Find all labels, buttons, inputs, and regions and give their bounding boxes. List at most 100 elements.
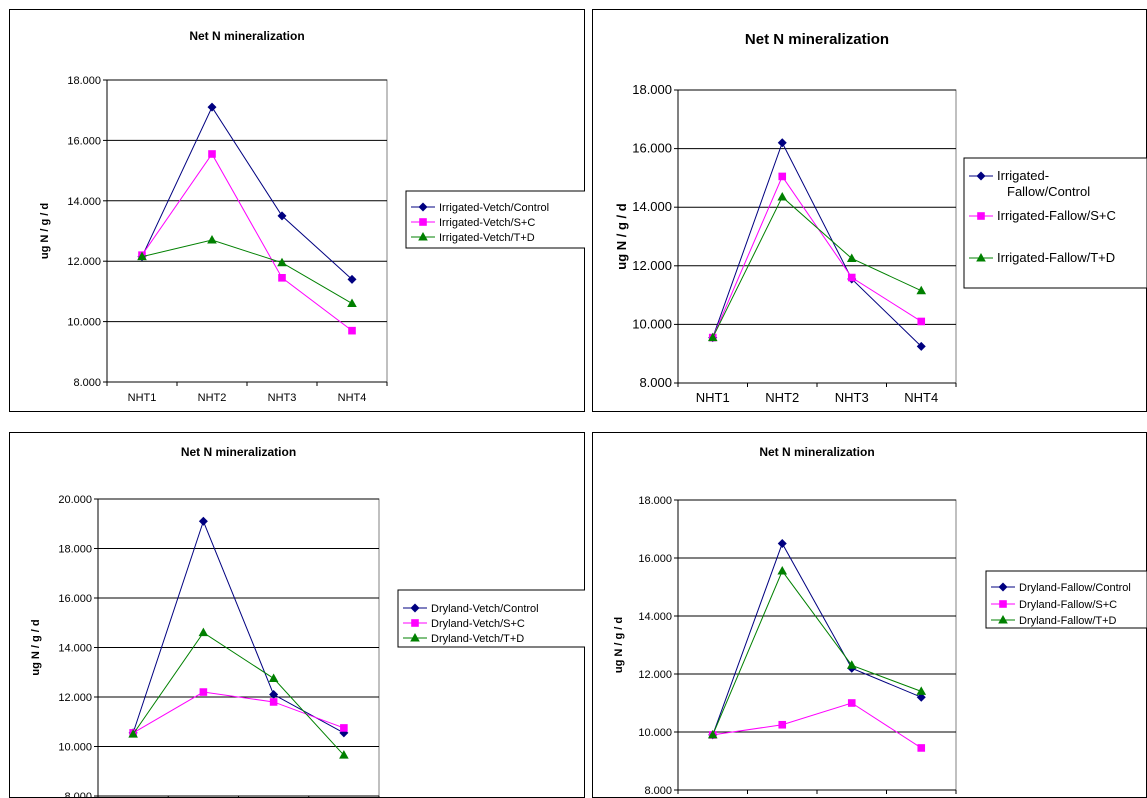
x-tick-label: NHT4 — [904, 390, 938, 405]
y-axis-label: ug N / g / d — [613, 617, 625, 673]
y-tick-label: 8.000 — [639, 375, 672, 390]
x-tick-label: NHT3 — [268, 392, 297, 404]
y-tick-label: 14.000 — [58, 643, 92, 655]
data-point — [777, 539, 787, 548]
legend — [405, 190, 585, 249]
legend-marker — [998, 615, 1008, 624]
chart-title: Net N mineralization — [759, 445, 874, 459]
data-point — [199, 688, 208, 696]
legend-marker — [418, 232, 428, 241]
legend-marker — [419, 218, 427, 226]
y-tick-label: 18.000 — [638, 495, 672, 507]
series-line — [712, 542, 922, 736]
data-point — [707, 729, 718, 739]
y-tick-label: 10.000 — [638, 727, 672, 739]
y-axis-label: ug N / g / d — [614, 203, 629, 269]
data-point — [128, 729, 138, 738]
legend-entry: Irrigated-Fallow/T+D — [997, 250, 1115, 265]
x-tick-label: NHT1 — [696, 390, 730, 405]
series-3 — [707, 566, 927, 739]
data-point — [137, 251, 147, 261]
series-line — [712, 702, 922, 749]
legend-entry: Irrigated-Fallow/Control — [997, 168, 1090, 199]
y-tick-label: 8.000 — [644, 785, 672, 797]
data-point — [777, 138, 787, 148]
legend-entry-line: Fallow/Control — [1007, 184, 1090, 199]
chart-1: Net N mineralization 8.000 10.000 12.000 14.… — [9, 9, 585, 412]
y-tick-label: 18.000 — [67, 75, 101, 87]
y-tick-label: 8.000 — [73, 377, 101, 389]
legend — [963, 157, 1147, 289]
legend-marker — [998, 582, 1008, 592]
y-tick-label: 14.000 — [632, 199, 672, 214]
data-point — [340, 724, 348, 732]
y-tick-label: 16.000 — [67, 135, 101, 147]
data-point — [916, 285, 927, 295]
chart-title: Net N mineralization — [181, 445, 296, 459]
legend-marker — [976, 171, 986, 181]
series-3 — [137, 235, 357, 307]
y-axis-label: ug N / g / d — [39, 203, 51, 259]
data-point — [268, 673, 279, 682]
legend-entry: Dryland-Fallow/S+C — [1019, 599, 1117, 611]
x-tick-label: NHT3 — [835, 390, 869, 405]
y-tick-label: 12.000 — [632, 258, 672, 273]
legend-marker — [999, 600, 1007, 608]
series-line — [132, 691, 345, 734]
data-point — [847, 699, 856, 707]
data-point — [916, 692, 926, 702]
y-axis-label: ug N / g / d — [30, 619, 42, 675]
series-line — [141, 239, 353, 304]
data-point — [269, 690, 279, 700]
y-tick-label: 14.000 — [638, 611, 672, 623]
y-tick-label: 16.000 — [638, 553, 672, 565]
chart-title: Net N mineralization — [745, 31, 889, 48]
legend-entry: Dryland-Vetch/T+D — [431, 633, 524, 645]
chart-3: Net N mineralization 8.000 10.000 12.000 14.… — [9, 432, 585, 798]
series-line — [712, 196, 922, 338]
y-tick-label: 16.000 — [58, 593, 92, 605]
y-tick-label: 12.000 — [67, 256, 101, 268]
chart-2: Net N mineralization 8.000 10.000 12.000 14.… — [592, 9, 1147, 412]
y-tick-label: 18.000 — [632, 82, 672, 97]
x-tick-label: NHT1 — [128, 392, 157, 404]
legend-marker — [410, 603, 420, 613]
legend-marker — [418, 202, 428, 212]
y-tick-label: 14.000 — [67, 196, 101, 208]
data-point — [846, 660, 857, 669]
series-line — [132, 631, 345, 756]
data-point — [778, 720, 787, 729]
data-point — [207, 102, 217, 112]
chart-4: Net N mineralization 8.000 10.000 12.000 14.… — [592, 432, 1147, 798]
y-tick-label: 18.000 — [58, 544, 92, 556]
y-tick-label: 16.000 — [632, 141, 672, 156]
y-tick-label: 10.000 — [632, 316, 672, 331]
data-point — [278, 274, 286, 282]
data-point — [269, 698, 278, 706]
data-point — [707, 332, 718, 342]
legend-entry: Irrigated-Vetch/S+C — [439, 217, 535, 229]
y-tick-label: 20.000 — [58, 494, 92, 506]
data-point — [207, 235, 217, 244]
data-point — [916, 341, 926, 351]
data-point — [339, 750, 349, 759]
chart-title: Net N mineralization — [189, 29, 304, 43]
data-point — [917, 317, 926, 326]
legend — [397, 589, 585, 648]
data-point — [348, 326, 356, 335]
y-tick-label: 10.000 — [67, 317, 101, 329]
data-point — [777, 566, 788, 575]
legend-entry-line: Irrigated- — [997, 168, 1049, 183]
data-point — [277, 211, 287, 221]
data-point — [198, 627, 209, 637]
x-tick-label: NHT4 — [338, 392, 367, 404]
y-tick-label: 12.000 — [638, 669, 672, 681]
series-3 — [128, 627, 349, 759]
legend-marker — [976, 253, 986, 262]
legend-entry: Dryland-Fallow/Control — [1019, 582, 1131, 594]
plot-area — [106, 79, 388, 383]
data-point — [198, 516, 208, 526]
series-line — [141, 106, 353, 280]
y-tick-label: 8.000 — [64, 791, 92, 798]
x-tick-label: NHT2 — [765, 390, 799, 405]
